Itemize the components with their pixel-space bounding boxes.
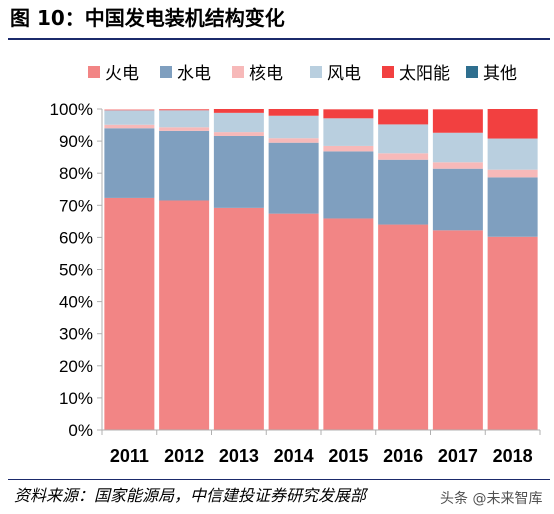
bar-2017-series-5 <box>432 109 483 133</box>
legend-label-1: 火电 <box>105 64 139 84</box>
y-tick-label-7: 70% <box>59 196 93 215</box>
bar-2014-series-2 <box>268 142 319 214</box>
bar-2015-series-1 <box>323 218 374 430</box>
legend-swatch-6 <box>466 66 478 78</box>
bar-2017-series-4 <box>432 132 483 163</box>
bar-2013-series-5 <box>213 109 264 113</box>
legend-label-2: 水电 <box>177 64 211 84</box>
title-divider <box>8 38 550 40</box>
y-tick-label-6: 60% <box>59 228 93 247</box>
bar-2012-series-3 <box>159 127 210 131</box>
bar-2013-series-1 <box>213 207 264 430</box>
legend-swatch-4 <box>310 66 322 78</box>
y-tick-label-4: 40% <box>59 293 93 312</box>
bar-2013-series-2 <box>213 135 264 208</box>
x-tick-label-2017: 2017 <box>438 446 478 466</box>
bar-2015-series-3 <box>323 145 374 152</box>
legend-swatch-3 <box>232 66 244 78</box>
bar-2017-series-2 <box>432 168 483 231</box>
legend-swatch-1 <box>88 66 100 78</box>
bar-2015-series-4 <box>323 118 374 146</box>
bar-series <box>104 109 538 430</box>
bar-2011-series-4 <box>104 110 155 125</box>
watermark: 头条 @未来智库 <box>440 491 543 507</box>
bar-2016-series-1 <box>378 224 429 430</box>
bar-2013-series-3 <box>213 132 264 136</box>
bar-2015-series-2 <box>323 151 374 219</box>
x-axis: 2011 2012 2013 2014 2015 2016 2017 2018 <box>101 429 541 466</box>
bar-2018-series-3 <box>487 169 538 178</box>
x-tick-label-2016: 2016 <box>383 446 423 466</box>
y-tick-label-2: 20% <box>59 357 93 376</box>
y-tick-label-5: 50% <box>59 261 93 280</box>
bar-2012-series-4 <box>159 110 210 128</box>
x-tick-label-2013: 2013 <box>219 446 259 466</box>
y-tick-label-9: 90% <box>59 132 93 151</box>
bar-2011-series-1 <box>104 197 155 430</box>
bar-2014-series-1 <box>268 213 319 430</box>
bar-2016-series-4 <box>378 124 429 154</box>
bar-2012-series-1 <box>159 200 210 430</box>
x-tick-label-2018: 2018 <box>493 446 533 466</box>
x-tick-label-2015: 2015 <box>328 446 368 466</box>
bar-2017-series-1 <box>432 230 483 430</box>
x-tick-label-2014: 2014 <box>274 446 314 466</box>
source-note: 资料来源：国家能源局，中信建投证券研究发展部 <box>14 486 367 505</box>
bar-2011-series-5 <box>104 109 155 111</box>
legend-swatch-5 <box>382 66 394 78</box>
legend-swatch-2 <box>160 66 172 78</box>
y-tick-label-8: 80% <box>59 164 93 183</box>
legend-label-3: 核电 <box>249 64 283 84</box>
bar-2016-series-2 <box>378 159 429 225</box>
bar-2014-series-3 <box>268 138 319 143</box>
y-axis: 0% 10% 20% 30% 40% 50% 60% 70% 80% 90% 100% <box>50 100 103 440</box>
y-tick-label-1: 10% <box>59 389 93 408</box>
bar-2013-series-4 <box>213 112 264 133</box>
bar-2014-series-5 <box>268 109 319 116</box>
bar-2011-series-2 <box>104 128 155 198</box>
bar-2015-series-5 <box>323 109 374 119</box>
chart-legend: 火电 水电 核电 风电 太阳能 其他 <box>88 64 517 84</box>
bar-2012-series-2 <box>159 130 210 201</box>
figure-title: 图 10：中国发电装机结构变化 <box>10 6 285 30</box>
bar-2016-series-5 <box>378 109 429 125</box>
source-divider <box>8 479 550 480</box>
y-tick-label-3: 30% <box>59 325 93 344</box>
legend-label-4: 风电 <box>327 64 361 84</box>
bar-2016-series-3 <box>378 153 429 160</box>
bar-2018-series-2 <box>487 177 538 237</box>
bar-2017-series-3 <box>432 162 483 169</box>
x-tick-label-2011: 2011 <box>110 446 149 466</box>
legend-label-6: 其他 <box>483 64 517 84</box>
bar-2014-series-4 <box>268 115 319 139</box>
bar-2018-series-5 <box>487 109 538 139</box>
legend-label-5: 太阳能 <box>399 64 450 84</box>
bar-2011-series-3 <box>104 124 155 129</box>
x-tick-label-2012: 2012 <box>164 446 204 466</box>
y-tick-label-0: 0% <box>68 421 93 440</box>
bar-2018-series-1 <box>487 236 538 430</box>
y-tick-label-10: 100% <box>50 100 93 119</box>
bar-2018-series-4 <box>487 138 538 170</box>
bar-2012-series-5 <box>159 109 210 111</box>
